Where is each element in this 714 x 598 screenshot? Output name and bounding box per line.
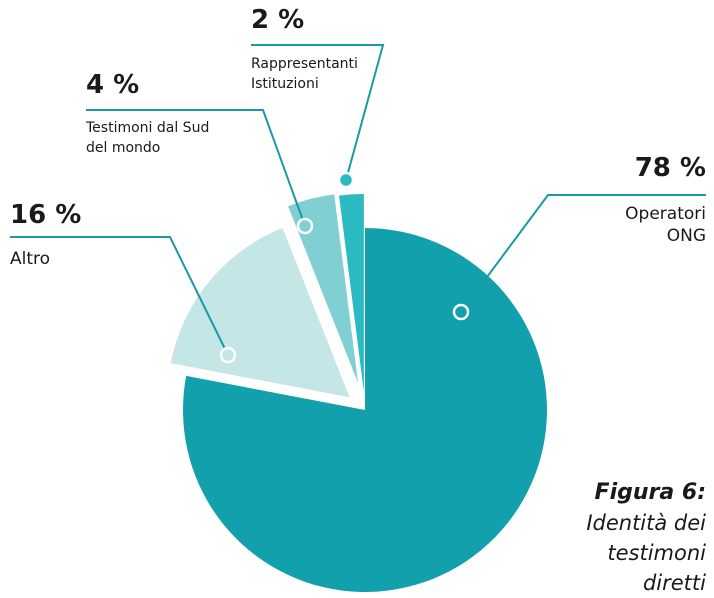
leader-line <box>460 194 706 313</box>
chart-title: Figura 6: <box>594 480 706 505</box>
chart-subtitle: Identità dei testimoni diretti <box>586 511 706 595</box>
category-label: Rappresentanti Istituzioni <box>251 56 358 92</box>
value-label: 16 % <box>10 200 82 230</box>
label-marker <box>219 346 237 364</box>
category-label: Altro <box>10 249 51 269</box>
label-marker <box>296 217 314 235</box>
leader-line <box>86 109 306 227</box>
value-label: 2 % <box>251 5 305 35</box>
category-label: Operatori ONG <box>625 204 706 246</box>
value-label: 78 % <box>634 153 706 183</box>
category-label: Testimoni dal Sud del mondo <box>86 120 210 156</box>
pie-slice <box>339 194 364 393</box>
pie-slice <box>288 194 359 383</box>
label-marker <box>452 303 470 321</box>
value-label: 4 % <box>86 70 140 100</box>
leader-line <box>251 44 385 181</box>
pie-slice <box>183 228 548 592</box>
leader-line <box>10 236 229 356</box>
pie-slice <box>170 228 350 398</box>
label-marker <box>337 171 355 189</box>
